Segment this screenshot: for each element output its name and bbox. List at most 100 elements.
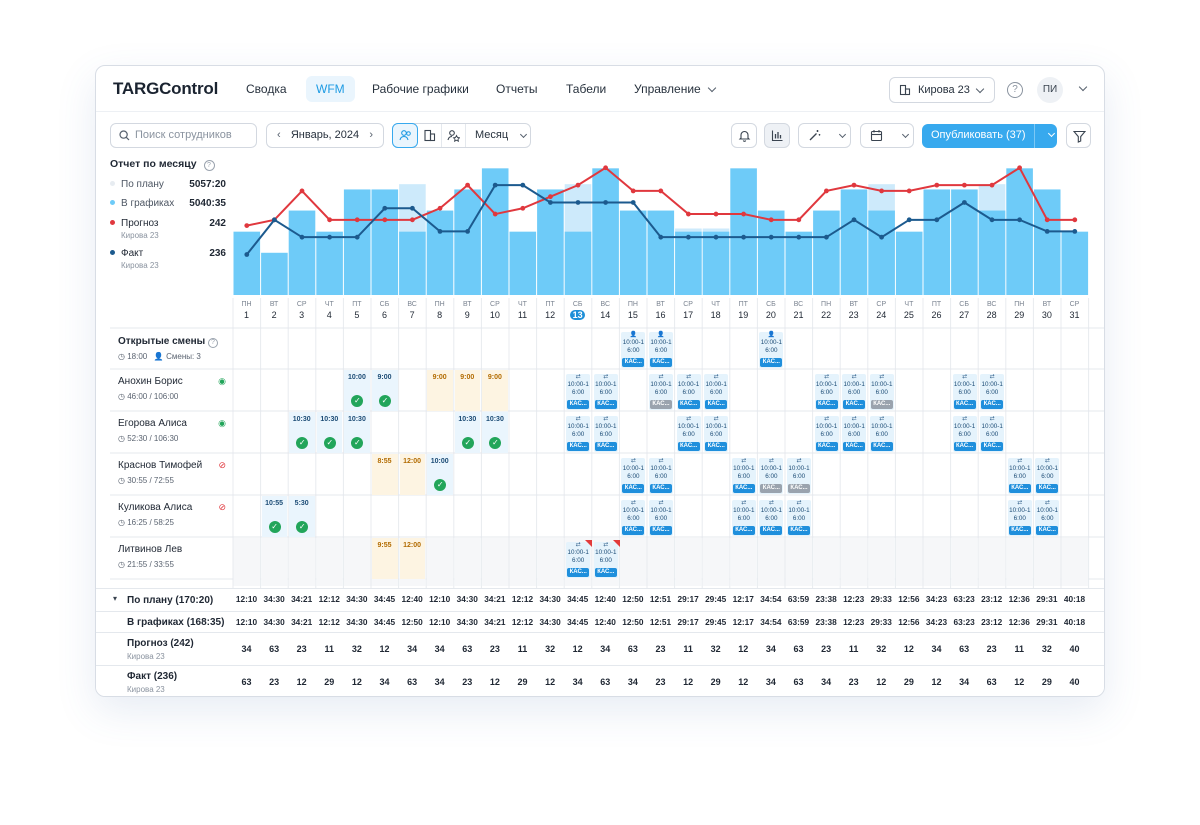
help-icon[interactable]: ? xyxy=(208,338,218,348)
shift-block[interactable]: ⇄ 10:00-16:00 КАС... xyxy=(649,374,673,410)
nav-reports[interactable]: Отчеты xyxy=(496,82,538,96)
building-view-icon[interactable] xyxy=(418,124,442,147)
shift-cell[interactable] xyxy=(482,370,508,411)
shift-block[interactable]: ⇄ 10:00-16:00 КАС... xyxy=(566,374,591,410)
shift-block[interactable]: ⇄ 10:00-16:00 КАС... xyxy=(1035,458,1060,494)
nav-management[interactable]: Управление xyxy=(624,76,725,102)
day-header: ВС 7 xyxy=(399,301,426,320)
shift-block[interactable]: ⇄ 10:00-16:00 КАС... xyxy=(649,500,673,536)
day-weekday: ВТ xyxy=(269,301,279,308)
shift-time-range: 10:00-16:00 xyxy=(705,423,727,438)
series-point xyxy=(465,228,470,234)
shift-block[interactable]: ⇄ 10:00-16:00 КАС... xyxy=(593,374,618,410)
shift-block[interactable]: ⇄ 10:00-16:00 КАС... xyxy=(869,374,894,410)
total-cell: 29 xyxy=(710,677,721,687)
chevron-down-icon[interactable]: ▾ xyxy=(113,594,118,603)
shift-block[interactable]: ⇄ 10:00-16:00 КАС... xyxy=(676,416,701,452)
shift-cell[interactable] xyxy=(372,454,398,495)
total-cell: 12:23 xyxy=(843,617,865,627)
shift-cell[interactable] xyxy=(399,538,426,579)
shift-block[interactable]: ⇄ 10:00-16:00 КАС... xyxy=(814,374,839,410)
shift-block[interactable]: ⇄ 10:00-16:00 КАС... xyxy=(1035,500,1060,536)
chart-toggle-button[interactable] xyxy=(764,123,790,148)
shift-block[interactable]: ⇄ 10:00-16:00 КАС... xyxy=(842,416,867,452)
filter-button[interactable] xyxy=(1066,123,1091,148)
magic-button[interactable] xyxy=(798,123,851,148)
publish-button[interactable]: Опубликовать (37) xyxy=(922,124,1057,148)
swap-icon: ⇄ xyxy=(686,416,692,422)
swap-icon: ⇄ xyxy=(575,374,581,380)
shift-block[interactable]: ⇄ 10:00-16:00 КАС... xyxy=(759,458,784,494)
check-icon: ✓ xyxy=(323,437,336,449)
shift-block[interactable]: ⇄ 10:00-16:00 КАС... xyxy=(704,374,729,410)
shift-block[interactable]: ⇄ 10:00-16:00 КАС... xyxy=(952,374,977,410)
series-point xyxy=(934,182,940,188)
shift-block[interactable]: ⇄ 10:00-16:00 КАС... xyxy=(566,540,593,578)
calendar-button[interactable] xyxy=(860,123,914,148)
search-input[interactable]: Поиск сотрудников xyxy=(110,123,257,148)
shift-block[interactable]: ⇄ 10:00-16:00 КАС... xyxy=(787,458,811,494)
position-badge: КАС... xyxy=(567,400,590,409)
shift-block[interactable]: ⇄ 10:00-16:00 КАС... xyxy=(787,500,811,536)
month-picker[interactable]: ‹ Январь, 2024 › xyxy=(266,123,384,148)
employee-row[interactable]: Краснов Тимофей ◷ 30:55 / 72:55 ⊘ xyxy=(118,460,226,485)
shift-block[interactable]: 👤 10:00-16:00 КАС... xyxy=(649,332,673,368)
shift-block[interactable]: ⇄ 10:00-16:00 КАС... xyxy=(676,374,701,410)
shift-block[interactable]: ⇄ 10:00-16:00 КАС... xyxy=(1007,458,1032,494)
period-label[interactable]: Месяц xyxy=(475,129,509,141)
nav-summary[interactable]: Сводка xyxy=(246,82,287,96)
shift-block[interactable]: ⇄ 10:00-16:00 КАС... xyxy=(621,500,646,536)
help-icon[interactable]: ? xyxy=(1007,82,1023,98)
nav-wfm[interactable]: WFM xyxy=(306,76,355,102)
skills-view-icon[interactable] xyxy=(442,124,466,147)
shift-block[interactable]: ⇄ 10:00-16:00 КАС... xyxy=(1007,500,1032,536)
series-point xyxy=(989,182,995,188)
shift-cell[interactable] xyxy=(399,454,426,495)
chevron-right-icon[interactable]: › xyxy=(369,129,373,141)
shift-block[interactable]: ⇄ 10:00-16:00 КАС... xyxy=(980,374,1005,410)
store-selector[interactable]: Кирова 23 xyxy=(889,77,995,103)
shift-cell[interactable] xyxy=(372,538,398,579)
total-cell: 34:45 xyxy=(567,617,589,627)
employee-row[interactable]: Егорова Алиса ◷ 52:30 / 106:30 ◉ xyxy=(118,418,226,443)
eye-off-icon[interactable]: ⊘ xyxy=(218,502,226,512)
shift-block[interactable]: ⇄ 10:00-16:00 КАС... xyxy=(593,416,618,452)
eye-icon[interactable]: ◉ xyxy=(218,376,226,386)
shift-block[interactable]: ⇄ 10:00-16:00 КАС... xyxy=(731,458,756,494)
shift-block[interactable]: ⇄ 10:00-16:00 КАС... xyxy=(593,540,620,578)
eye-icon[interactable]: ◉ xyxy=(218,418,226,428)
user-avatar[interactable]: ПИ xyxy=(1037,77,1063,103)
eye-off-icon[interactable]: ⊘ xyxy=(218,460,226,470)
shift-cell[interactable] xyxy=(454,370,481,411)
shift-block[interactable]: ⇄ 10:00-16:00 КАС... xyxy=(952,416,977,452)
shift-block[interactable]: 👤 10:00-16:00 КАС... xyxy=(759,332,784,368)
shift-block[interactable]: ⇄ 10:00-16:00 КАС... xyxy=(869,416,894,452)
employee-row[interactable]: Куликова Алиса ◷ 16:25 / 58:25 ⊘ xyxy=(118,502,226,527)
employee-row[interactable]: Литвинов Лев ◷ 21:55 / 33:55 xyxy=(118,544,226,569)
empty-cell xyxy=(316,538,343,586)
swap-icon: ⇄ xyxy=(879,416,885,422)
series-point xyxy=(741,234,746,240)
notifications-button[interactable] xyxy=(731,123,757,148)
shift-block[interactable]: ⇄ 10:00-16:00 КАС... xyxy=(649,458,673,494)
position-badge: КАС... xyxy=(594,442,617,451)
shift-block[interactable]: ⇄ 10:00-16:00 КАС... xyxy=(731,500,756,536)
nav-timesheets[interactable]: Табели xyxy=(566,82,607,96)
employees-view-icon[interactable] xyxy=(392,123,418,148)
total-cell: 12:12 xyxy=(511,594,534,604)
store-label: Кирова 23 xyxy=(918,84,970,96)
shift-block[interactable]: ⇄ 10:00-16:00 КАС... xyxy=(980,416,1005,452)
shift-block[interactable]: 👤 10:00-16:00 КАС... xyxy=(621,332,646,368)
shift-block[interactable]: ⇄ 10:00-16:00 КАС... xyxy=(842,374,867,410)
shift-cell[interactable] xyxy=(427,370,453,411)
help-icon[interactable]: ? xyxy=(203,160,215,171)
shift-block[interactable]: ⇄ 10:00-16:00 КАС... xyxy=(621,458,646,494)
nav-work-schedules[interactable]: Рабочие графики xyxy=(372,82,469,96)
shift-block[interactable]: ⇄ 10:00-16:00 КАС... xyxy=(759,500,784,536)
shift-block[interactable]: ⇄ 10:00-16:00 КАС... xyxy=(704,416,729,452)
employee-row[interactable]: Анохин Борис ◷ 46:00 / 106:00 ◉ xyxy=(118,376,226,401)
shift-block[interactable]: ⇄ 10:00-16:00 КАС... xyxy=(814,416,839,452)
chevron-left-icon[interactable]: ‹ xyxy=(277,129,281,141)
shift-block[interactable]: ⇄ 10:00-16:00 КАС... xyxy=(566,416,591,452)
position-badge: КАС... xyxy=(870,442,893,451)
